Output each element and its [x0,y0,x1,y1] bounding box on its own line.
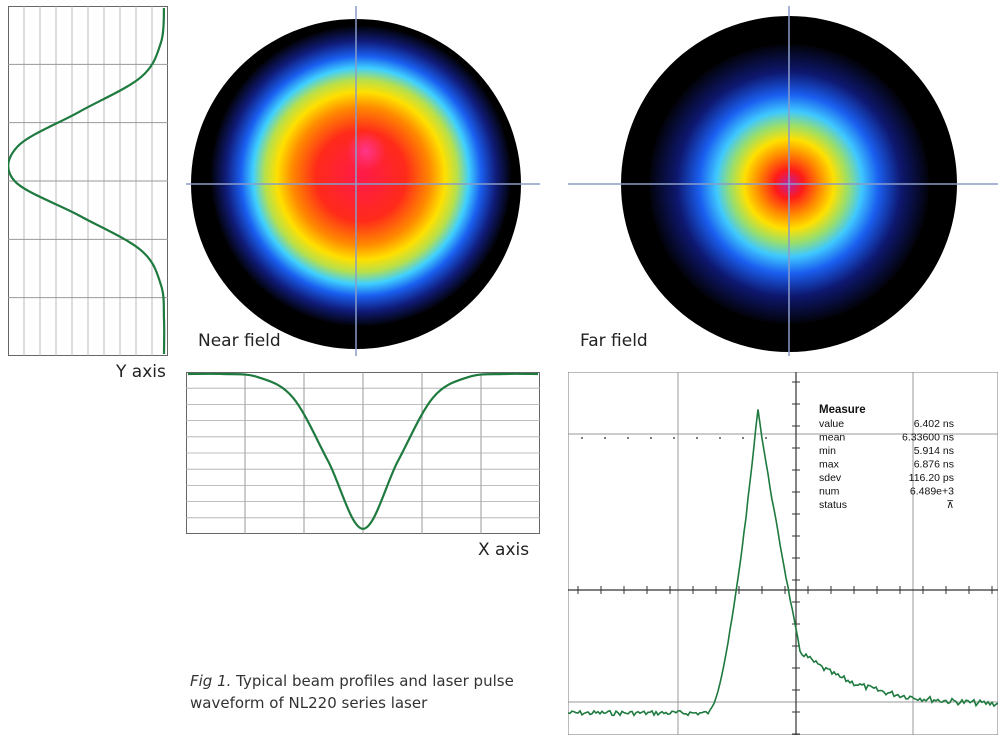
pulse-dot [627,437,629,439]
measure-row-name: status [819,499,847,511]
near-field-image [186,6,540,356]
measure-row-name: mean [819,432,845,444]
near-field-core [346,131,386,171]
pulse-dot [742,437,744,439]
far-field-label: Far field [580,331,648,351]
measure-row-name: num [819,486,840,498]
figure-caption-text: Typical beam profiles and laser pulse wa… [190,672,514,712]
figure-caption: Fig 1. Typical beam profiles and laser p… [190,670,550,714]
near-field-label: Near field [198,331,281,351]
pulse-frame [568,372,998,735]
pulse-dot [719,437,721,439]
y-axis-label: Y axis [116,362,166,382]
measure-row-value: ⊼ [946,499,954,511]
measure-row-value: 6.876 ns [914,459,954,471]
pulse-dot [650,437,652,439]
measure-row-name: min [819,445,836,457]
pulse-dot [696,437,698,439]
measure-row-name: value [819,418,844,430]
far-field-panel [568,6,998,356]
far-field-image [568,6,998,356]
pulse-dot [765,437,767,439]
measure-row-value: 5.914 ns [914,445,954,457]
measure-row-value: 6.489e+3 [910,486,954,498]
measure-row-value: 6.402 ns [914,418,954,430]
x-profile-series-line [187,372,539,530]
measure-row-name: sdev [819,472,842,484]
measure-title: Measure [819,404,866,416]
measure-row-value: 116.20 ps [909,472,954,484]
pulse-dot [604,437,606,439]
y-profile-series-line [8,7,166,355]
x-profile-svg [186,372,540,534]
measure-readout: Measure value 6.402 ns mean 6.33600 ns min 5.… [819,404,954,511]
y-profile-svg [8,6,168,356]
x-profile-chart [186,372,540,534]
pulse-waveform-chart: Measure value 6.402 ns mean 6.33600 ns min 5.… [568,372,998,735]
near-field-panel [186,6,540,356]
near-field-beam [211,26,511,326]
measure-row-value: 6.33600 ns [902,432,954,444]
pulse-grid [568,372,998,735]
pulse-dot [673,437,675,439]
y-profile-chart [8,6,168,356]
x-axis-label: X axis [478,540,530,560]
measure-row-name: max [819,459,840,471]
pulse-waveform-svg: Measure value 6.402 ns mean 6.33600 ns min 5.… [568,372,998,735]
pulse-dot [581,437,583,439]
figure-number: Fig 1. [190,672,232,690]
pulse-series-line [568,409,998,717]
